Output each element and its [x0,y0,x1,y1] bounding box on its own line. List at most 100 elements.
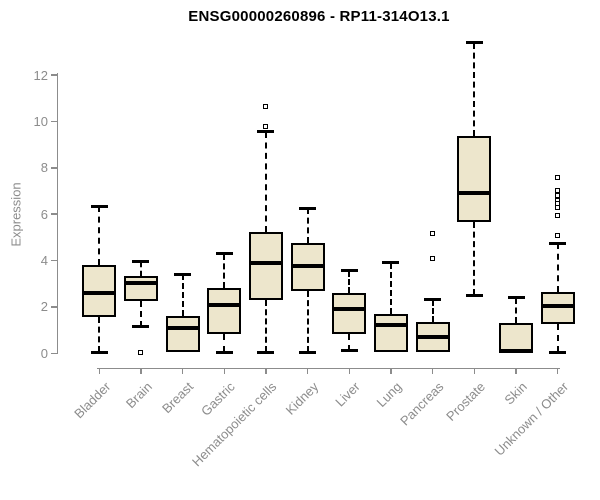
lower-whisker-cap [215,350,233,354]
box [540,291,575,325]
lower-whisker [556,324,559,353]
outlier-point [555,212,561,218]
y-tick-label: 4 [40,253,48,269]
lower-whisker-cap [257,350,275,354]
outlier-point [555,188,561,194]
box [332,293,367,334]
box [373,313,408,353]
lower-whisker-cap [132,325,150,329]
lower-whisker [264,299,267,353]
box [207,288,242,334]
lower-whisker [306,290,309,353]
median-line [248,260,283,265]
upper-whisker [515,297,517,324]
y-axis-tick [51,213,57,215]
median-line [82,291,117,295]
x-axis-tick [431,368,434,374]
outlier-point [430,255,436,261]
upper-whisker-cap [424,298,442,302]
y-tick-label: 8 [40,160,48,176]
x-tick-label: Kidney [282,379,322,418]
outlier-point [555,232,561,238]
x-axis-tick [515,368,517,374]
x-tick-label: Lung [373,379,405,411]
upper-whisker [306,208,309,244]
y-axis-tick [51,120,57,123]
upper-whisker-cap [174,272,192,276]
x-axis-tick [473,368,476,374]
x-tick-label: Prostate [443,379,488,424]
upper-whisker [389,262,392,314]
outlier-point [555,193,561,199]
y-axis-tick [51,259,57,262]
upper-whisker [139,261,142,276]
lower-whisker-cap [465,293,483,297]
upper-whisker [556,243,559,292]
x-axis-tick [348,368,351,374]
x-axis-tick [98,368,101,374]
upper-whisker-cap [382,261,400,265]
x-axis-tick [556,368,559,374]
upper-whisker [223,253,226,289]
outlier-point [263,123,269,129]
median-line [499,348,533,353]
outlier-point [430,231,436,237]
box [123,275,158,302]
x-axis-tick [306,368,309,374]
outlier-point [263,103,269,109]
y-tick-label: 12 [33,67,48,83]
box [457,136,492,223]
median-line [290,264,325,269]
x-tick-label: Bladder [70,379,113,422]
lower-whisker [473,222,476,296]
x-tick-label: Skin [501,379,530,408]
outlier-point [555,174,561,180]
y-axis-tick [51,74,57,76]
upper-whisker [181,274,184,317]
upper-whisker-cap [465,41,483,45]
median-line [165,325,200,330]
x-tick-label: Liver [332,379,363,410]
y-tick-label: 6 [40,206,48,222]
x-axis-line [97,367,560,369]
median-line [332,307,367,312]
box [248,231,283,300]
x-axis-tick [181,368,184,374]
y-axis-tick [51,352,57,355]
upper-whisker [264,131,267,232]
lower-whisker-cap [549,350,567,354]
upper-whisker [473,42,476,137]
x-axis-tick [140,368,142,374]
upper-whisker-cap [132,260,150,264]
upper-whisker-cap [257,130,275,134]
y-axis-line [56,73,58,354]
outlier-point [555,204,561,210]
median-line [207,302,242,307]
upper-whisker [98,206,101,266]
lower-whisker [223,333,226,353]
lower-whisker-cap [90,350,108,354]
lower-whisker-cap [299,350,317,354]
x-tick-label: Unknown / Other [491,379,572,459]
median-line [540,303,575,308]
lower-whisker [139,301,142,327]
y-tick-label: 2 [40,299,48,315]
median-line [123,280,158,285]
y-axis-tick [51,306,57,308]
median-line [415,335,450,340]
upper-whisker-cap [215,252,233,256]
upper-whisker-cap [549,241,567,245]
x-axis-tick [223,368,226,374]
x-tick-label: Pancreas [396,379,447,429]
y-axis-tick [51,167,57,169]
x-tick-label: Gastric [198,379,238,419]
outlier-point [138,349,144,355]
x-axis-tick [265,368,267,374]
upper-whisker-cap [340,269,358,273]
y-tick-label: 10 [33,113,48,129]
x-tick-label: Breast [159,379,197,417]
y-tick-label: 0 [40,345,48,361]
x-tick-label: Brain [122,379,155,412]
chart-title: ENSG00000260896 - RP11-314O13.1 [188,8,450,25]
